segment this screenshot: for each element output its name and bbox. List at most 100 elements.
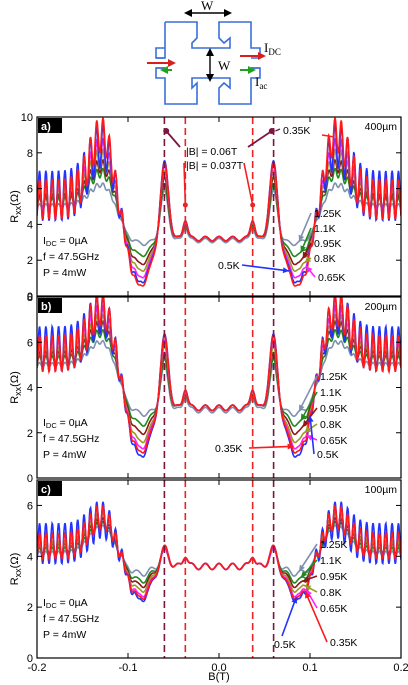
y-tick-label: 6 <box>27 500 33 512</box>
temperature-arrow <box>309 415 315 455</box>
idc-label: IDC <box>264 40 281 57</box>
y-axis-label: Rxx(Ω) <box>9 371 23 404</box>
sample-size-label: 200µm <box>365 301 398 313</box>
temperature-arrow <box>241 264 290 272</box>
y-tick-label: 2 <box>27 255 33 267</box>
condition-idc: IDC = 0µA <box>43 235 88 248</box>
y-axis-label: Rxx(Ω) <box>9 553 23 586</box>
arrow-head <box>268 128 275 134</box>
y-tick-label: 0 <box>27 473 33 485</box>
series-group <box>37 501 401 603</box>
arrow-head <box>299 404 305 412</box>
temperature-label: 0.95K <box>314 238 341 250</box>
arrow-head <box>300 413 307 421</box>
temperature-label: 0.8K <box>314 253 336 265</box>
panel-label-badge <box>38 481 62 496</box>
condition-frequency: f = 47.5GHz <box>43 433 99 445</box>
y-tick-label: 6 <box>27 337 33 349</box>
arrow-head <box>304 426 312 433</box>
arrow-head <box>291 596 298 604</box>
temperature-label: 1.1K <box>320 555 342 567</box>
y-tick-label: 2 <box>27 428 33 440</box>
annotation-035k: 0.35K <box>283 125 310 137</box>
panel-label: b) <box>41 301 52 313</box>
panel-label: c) <box>41 484 51 496</box>
x-axis-label: B(T) <box>208 671 229 683</box>
series-line-0.35K <box>37 503 401 601</box>
x-tick-label: -0.2 <box>28 662 47 674</box>
temperature-label: 0.65K <box>320 603 347 615</box>
arrow-head <box>287 443 294 450</box>
x-tick-label: 0.1 <box>302 662 317 674</box>
sample-size-label: 100µm <box>365 484 398 496</box>
series-line-0.35K <box>37 117 401 287</box>
temperature-label: 1.25K <box>320 371 347 383</box>
arrow-head <box>250 202 256 208</box>
condition-frequency: f = 47.5GHz <box>43 251 99 263</box>
arrow-head <box>300 245 306 253</box>
condition-power: P = 4mW <box>43 449 86 461</box>
temperature-label: 0.65K <box>318 272 345 284</box>
arrow-head <box>302 251 309 259</box>
series-line-1.1K <box>37 167 401 258</box>
x-tick-label: -0.1 <box>119 662 138 674</box>
temperature-label: 0.5K <box>274 639 296 651</box>
arrow-head <box>282 267 290 274</box>
temperature-label: 0.95K <box>320 403 347 415</box>
x-tick-label: 0.2 <box>393 662 408 674</box>
y-tick-label: 4 <box>27 383 33 395</box>
temperature-arrow <box>321 134 333 138</box>
y-tick-label: 8 <box>27 292 33 304</box>
arrow-head <box>304 256 312 263</box>
panel-label: a) <box>41 121 51 133</box>
arrow-head <box>302 419 309 427</box>
arrow-head <box>299 564 305 572</box>
panel-3: 0 2 4 6 -0.2 -0.1 0.0 0.1 0.2 B(T) Rxx(Ω) c) 100µm ID… <box>9 479 408 683</box>
temperature-label: 0.35K <box>330 637 357 649</box>
series-line-0.95K <box>37 158 401 266</box>
y-tick-label: 2 <box>27 602 33 614</box>
arrow-head <box>298 234 305 242</box>
temperature-arrow <box>298 375 318 412</box>
temperature-arrow <box>248 445 294 449</box>
panel-1: 0 2 4 6 8 10 Rxx(Ω) a) 400µm IDC = 0µA f = 47.5GHz… <box>9 112 402 303</box>
iac-label: Iac <box>255 74 267 91</box>
arrow-head <box>302 576 310 582</box>
temperature-label: 0.65K <box>320 435 347 447</box>
field-arrow <box>243 162 254 206</box>
temperature-arrow <box>304 591 328 643</box>
panel-label-badge <box>38 118 62 133</box>
condition-power: P = 4mW <box>43 629 86 641</box>
width-label-top: W <box>201 0 214 13</box>
annotation-field-0037: |B| = 0.037T <box>186 160 244 172</box>
panel-label-badge <box>38 298 62 313</box>
arrow-head <box>306 266 313 273</box>
chart-panels: 0 2 4 6 8 10 Rxx(Ω) a) 400µm IDC = 0µA f = 47.5GHz… <box>9 112 408 683</box>
y-tick-label: 8 <box>27 148 33 160</box>
temperature-label: 0.95K <box>320 571 347 583</box>
condition-power: P = 4mW <box>43 267 86 279</box>
series-group <box>37 117 401 287</box>
temperature-label: 1.25K <box>314 208 341 220</box>
temperature-arrow <box>281 596 298 637</box>
temperature-label: 0.5K <box>317 449 339 461</box>
arrow-head <box>163 128 170 134</box>
sample-size-label: 400µm <box>365 121 398 133</box>
y-tick-label: 0 <box>27 291 33 303</box>
y-tick-label: 6 <box>27 184 33 196</box>
series-line-1.25K <box>37 339 401 417</box>
arrow-head <box>305 591 311 599</box>
field-arrow <box>183 162 187 206</box>
x-tick-label: 0.0 <box>211 662 226 674</box>
y-tick-label: 10 <box>21 112 33 124</box>
arrow-head <box>307 415 314 423</box>
temperature-label: 0.35K <box>215 443 242 455</box>
y-axis-label: Rxx(Ω) <box>9 190 23 223</box>
plot-frame <box>36 479 402 659</box>
arrow-head <box>300 570 308 578</box>
series-line-1.25K <box>37 182 401 247</box>
arrow-head <box>182 202 188 208</box>
y-tick-label: 4 <box>27 551 33 563</box>
y-tick-label: 0 <box>27 653 33 665</box>
temperature-label: 1.25K <box>320 539 347 551</box>
